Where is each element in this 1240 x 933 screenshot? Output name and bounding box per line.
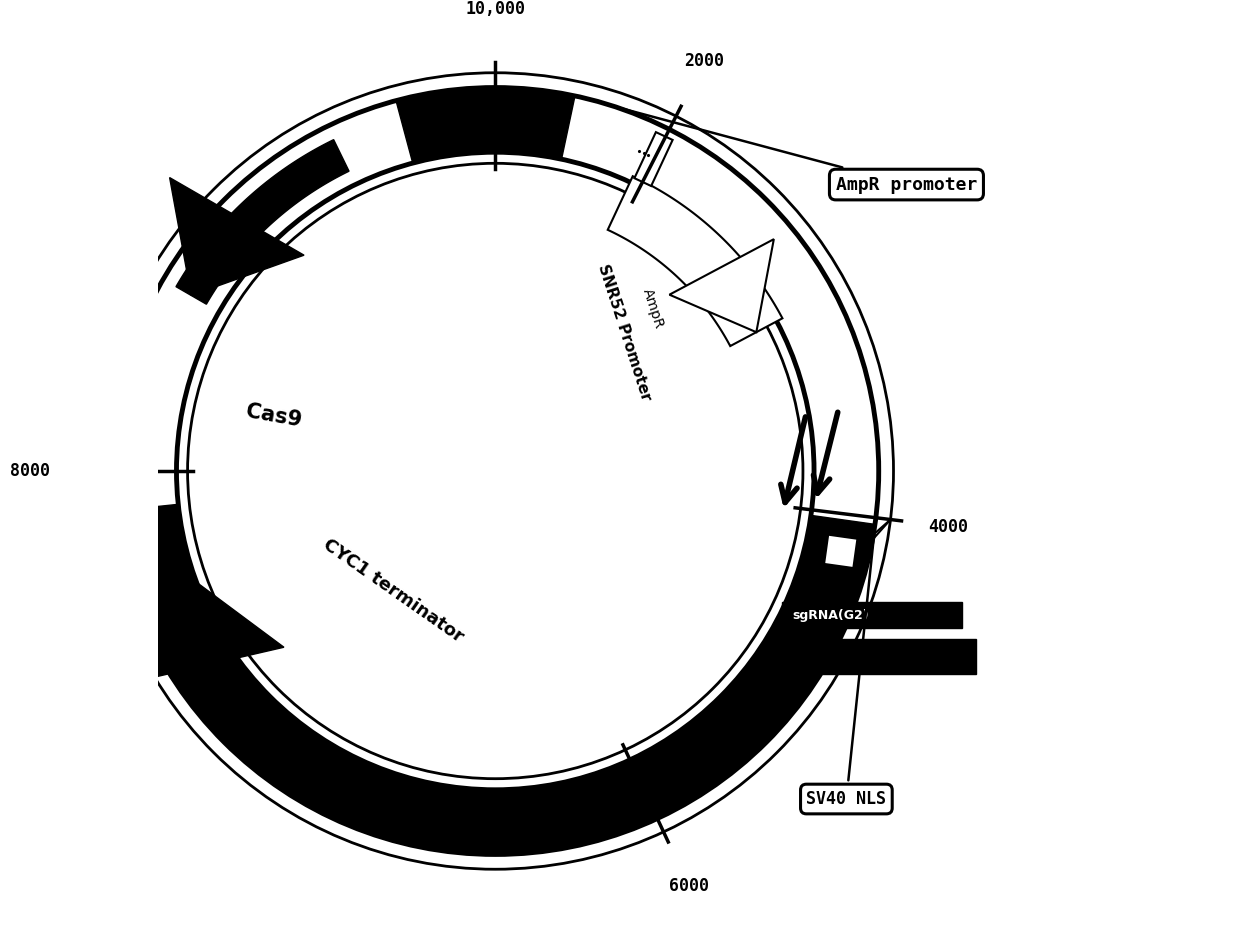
Text: SNR52 Promoter: SNR52 Promoter	[595, 262, 653, 403]
Text: Cas9: Cas9	[244, 401, 303, 430]
Text: 4000: 4000	[929, 518, 968, 536]
Polygon shape	[170, 177, 304, 296]
Text: CYC1 terminator: CYC1 terminator	[320, 536, 467, 647]
Text: 6000: 6000	[668, 877, 709, 896]
Bar	[781, 602, 962, 628]
Text: AmpR promoter: AmpR promoter	[616, 107, 977, 193]
Text: AmpR: AmpR	[640, 286, 666, 330]
Polygon shape	[670, 239, 774, 332]
Bar	[768, 639, 976, 675]
Bar	[635, 132, 672, 186]
Polygon shape	[131, 545, 858, 844]
Polygon shape	[608, 176, 782, 346]
Text: 2000: 2000	[684, 52, 724, 70]
Text: SV40 NLS: SV40 NLS	[806, 521, 887, 808]
Text: 10,000: 10,000	[465, 0, 526, 18]
Polygon shape	[396, 88, 575, 163]
Polygon shape	[176, 140, 348, 304]
Text: sgRNA(G2): sgRNA(G2)	[792, 608, 869, 621]
Text: 8000: 8000	[10, 462, 51, 480]
Polygon shape	[114, 505, 875, 855]
Bar	[825, 535, 857, 568]
Polygon shape	[78, 550, 284, 695]
